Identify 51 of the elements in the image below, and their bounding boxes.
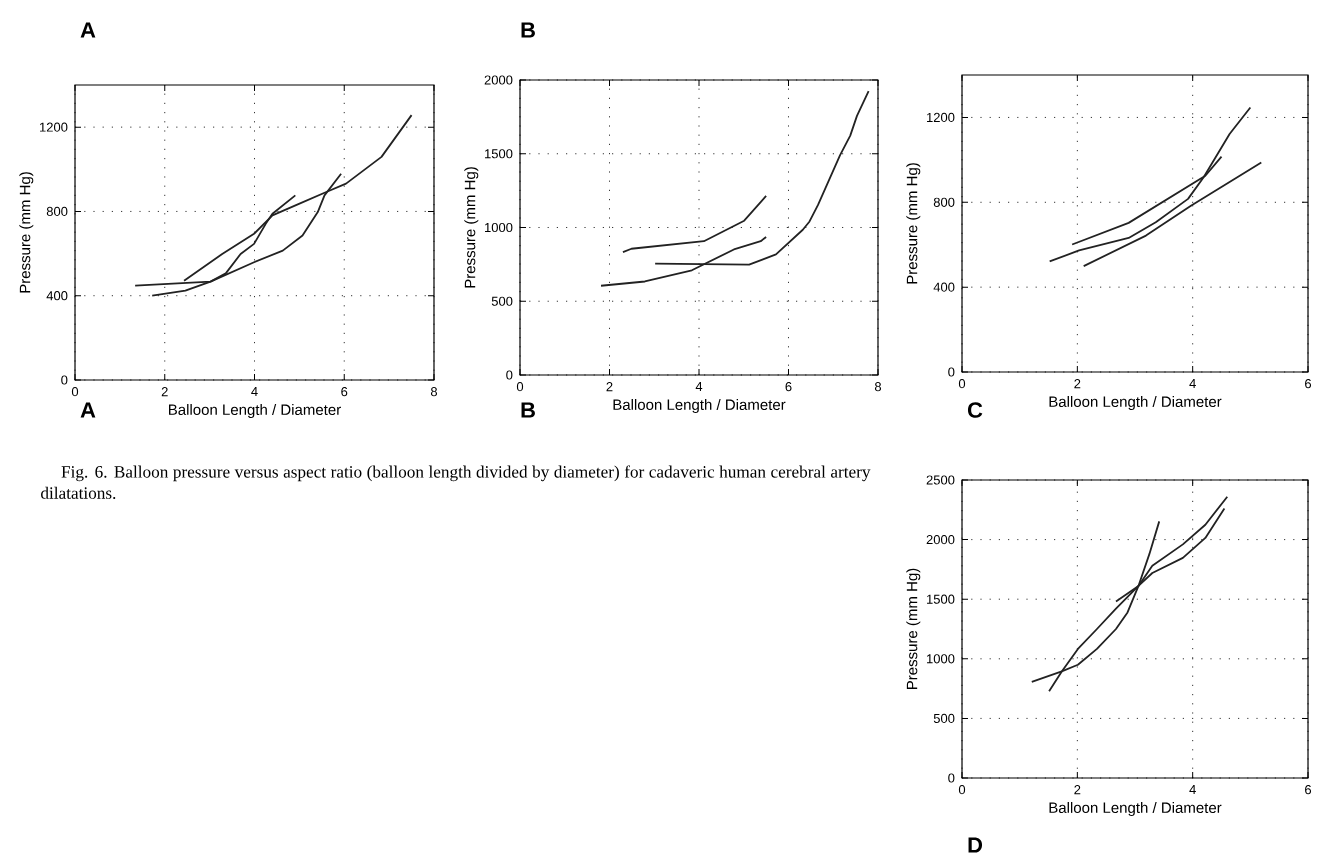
x-tick-label: 6 bbox=[1305, 785, 1312, 795]
x-tick-label: 4 bbox=[251, 387, 258, 397]
caption: Fig. 6. Balloon pressure versus aspect ratio (balloon length divided by diameter) for cadaveric human cerebral artery dilatations. bbox=[41, 465, 871, 499]
y-tick-label: 500 bbox=[933, 713, 955, 723]
text: B bbox=[521, 402, 535, 418]
x-axis-title: Balloon Length / Diameter bbox=[1049, 396, 1222, 410]
x-tick-label: 6 bbox=[785, 382, 792, 392]
y-tick-label: 1200 bbox=[927, 112, 955, 123]
x-tick-label: 2 bbox=[1074, 785, 1081, 795]
x-tick-label: 4 bbox=[1189, 785, 1196, 795]
x-tick-label: 8 bbox=[430, 387, 438, 397]
x-tick-label: 2 bbox=[161, 387, 168, 397]
y-tick-label: 1500 bbox=[927, 594, 955, 604]
y-tick-label: 0 bbox=[948, 773, 955, 783]
y-axis-title: Pressure (mm Hg) bbox=[906, 568, 921, 690]
x-tick-label: 4 bbox=[1189, 379, 1196, 389]
y-tick-label: 0 bbox=[506, 370, 513, 380]
x-tick-label: 6 bbox=[1305, 379, 1312, 389]
x-tick-label: 2 bbox=[606, 382, 613, 392]
y-tick-label: 2000 bbox=[926, 535, 955, 545]
y-axis-title: Pressure (mm Hg) bbox=[464, 167, 479, 288]
y-tick-label: 2000 bbox=[484, 75, 513, 85]
x-tick-label: 8 bbox=[874, 382, 882, 392]
y-tick-label: 1000 bbox=[485, 222, 513, 233]
y-tick-label: 400 bbox=[933, 282, 955, 292]
x-axis-title: Balloon Length / Diameter bbox=[169, 404, 341, 418]
x-tick-label: 0 bbox=[958, 379, 966, 389]
y-tick-label: 1500 bbox=[485, 149, 513, 159]
x-tick-label: 6 bbox=[341, 387, 348, 397]
y-tick-label: 800 bbox=[933, 197, 955, 207]
y-tick-label: 2500 bbox=[926, 475, 955, 485]
x-axis-title: Balloon Length / Diameter bbox=[613, 399, 786, 413]
text: A bbox=[80, 402, 96, 418]
x-tick-label: 0 bbox=[71, 387, 79, 397]
y-tick-label: 800 bbox=[46, 206, 68, 217]
text: C bbox=[967, 402, 983, 418]
x-tick-label: 0 bbox=[958, 785, 966, 795]
text: D bbox=[968, 837, 983, 853]
y-axis-title: Pressure (mm Hg) bbox=[19, 172, 34, 293]
x-tick-label: 0 bbox=[516, 382, 524, 392]
y-axis-title: Pressure (mm Hg) bbox=[906, 163, 921, 284]
y-tick-label: 1200 bbox=[40, 122, 68, 132]
text: B bbox=[521, 22, 535, 38]
x-tick-label: 2 bbox=[1074, 379, 1081, 389]
x-tick-label: 4 bbox=[695, 382, 703, 392]
y-tick-label: 0 bbox=[948, 367, 955, 377]
text: A bbox=[80, 22, 96, 38]
y-tick-label: 400 bbox=[46, 291, 68, 301]
x-axis-title: Balloon Length / Diameter bbox=[1049, 802, 1222, 816]
y-tick-label: 1000 bbox=[927, 654, 955, 664]
y-tick-label: 500 bbox=[491, 296, 513, 306]
